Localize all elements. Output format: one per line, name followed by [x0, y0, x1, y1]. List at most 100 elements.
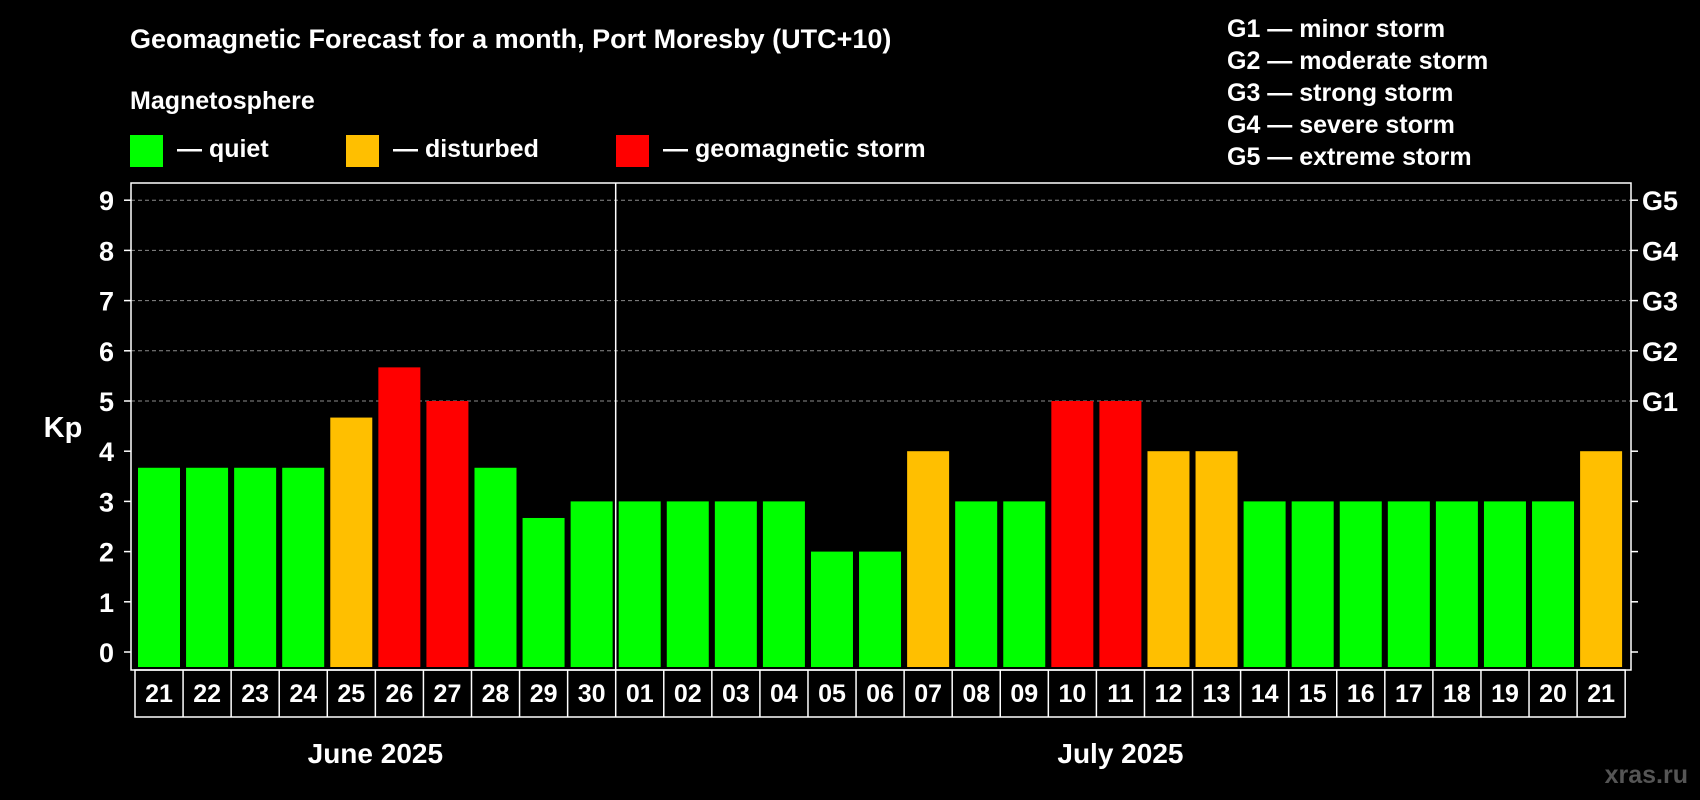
bar-13: [762, 501, 805, 667]
date-label-1: 22: [193, 680, 221, 708]
bars: [138, 367, 1623, 667]
date-label-23: 14: [1251, 680, 1279, 708]
bar-30: [1580, 451, 1623, 667]
y-tick-label-2: 2: [99, 538, 114, 568]
date-label-18: 09: [1010, 680, 1038, 708]
y-tick-label-0: 0: [99, 638, 114, 668]
bar-2: [234, 467, 277, 667]
legend-label-quiet: — quiet: [177, 135, 269, 163]
legend-swatch-quiet: [130, 135, 163, 167]
bar-21: [1147, 451, 1190, 667]
date-label-2: 23: [241, 680, 269, 708]
chart-title: Geomagnetic Forecast for a month, Port M…: [130, 24, 891, 54]
y-tick-label-3: 3: [99, 487, 114, 517]
storm-scale-g5: G5 — extreme storm: [1227, 143, 1472, 171]
storm-scale-g4: G4 — severe storm: [1227, 111, 1455, 139]
bar-20: [1099, 401, 1142, 667]
y-tick-label-5: 5: [99, 387, 114, 417]
y-tick-label-8: 8: [99, 236, 114, 266]
date-label-4: 25: [337, 680, 365, 708]
date-label-21: 12: [1155, 680, 1183, 708]
date-label-17: 08: [962, 680, 990, 708]
bar-25: [1339, 501, 1382, 667]
date-label-24: 15: [1299, 680, 1327, 708]
month-label-0: June 2025: [308, 738, 443, 769]
date-label-11: 02: [674, 680, 702, 708]
bar-27: [1435, 501, 1478, 667]
bar-14: [810, 551, 853, 667]
date-label-0: 21: [145, 680, 173, 708]
legend-heading: Magnetosphere: [130, 87, 315, 115]
bar-17: [955, 501, 998, 667]
storm-tick-label-G3: G3: [1642, 287, 1678, 317]
date-row-frame: [134, 669, 1626, 718]
date-label-15: 06: [866, 680, 894, 708]
storm-scale-g3: G3 — strong storm: [1227, 79, 1453, 107]
month-label-1: July 2025: [1057, 738, 1183, 769]
bar-5: [378, 367, 421, 667]
bar-9: [570, 501, 613, 667]
bar-11: [666, 501, 709, 667]
date-label-26: 17: [1395, 680, 1423, 708]
date-label-10: 01: [626, 680, 654, 708]
legend: — quiet — disturbed — geomagnetic storm: [130, 135, 926, 167]
date-label-19: 10: [1058, 680, 1086, 708]
y-tick-label-6: 6: [99, 337, 114, 367]
bar-6: [426, 401, 469, 667]
date-label-12: 03: [722, 680, 750, 708]
storm-scale-g1: G1 — minor storm: [1227, 15, 1445, 43]
bar-10: [618, 501, 661, 667]
storm-tick-label-G4: G4: [1642, 236, 1678, 266]
date-label-8: 29: [530, 680, 558, 708]
bar-23: [1243, 501, 1286, 667]
date-label-9: 30: [578, 680, 606, 708]
date-label-3: 24: [289, 680, 317, 708]
storm-tick-labels: G1 G2 G3 G4 G5: [1631, 186, 1678, 653]
bar-29: [1532, 501, 1575, 667]
legend-label-disturbed: — disturbed: [393, 135, 539, 163]
date-label-22: 13: [1203, 680, 1231, 708]
date-label-20: 11: [1107, 680, 1134, 708]
storm-tick-label-G5: G5: [1642, 186, 1678, 216]
bar-26: [1387, 501, 1430, 667]
bar-24: [1291, 501, 1334, 667]
date-label-25: 16: [1347, 680, 1375, 708]
month-labels: June 2025 July 2025: [308, 738, 1184, 769]
legend-label-storm: — geomagnetic storm: [663, 135, 926, 163]
date-label-27: 18: [1443, 680, 1471, 708]
bar-3: [282, 467, 325, 667]
bar-4: [330, 417, 373, 667]
y-tick-labels: 0 1 2 3 4 5 6 7 8 9: [99, 186, 131, 668]
bar-0: [138, 467, 180, 667]
y-tick-label-7: 7: [99, 287, 114, 317]
bar-22: [1195, 451, 1238, 667]
y-tick-label-4: 4: [99, 437, 114, 467]
bar-19: [1051, 401, 1094, 667]
storm-tick-label-G1: G1: [1642, 387, 1678, 417]
watermark: xras.ru: [1605, 761, 1688, 789]
date-row: 21 22 23 24 25 26 27 28 29 30 01 02 03 04 05 06 07 08 09 10…: [134, 669, 1626, 718]
date-label-28: 19: [1491, 680, 1519, 708]
date-label-6: 27: [434, 680, 462, 708]
date-label-30: 21: [1587, 680, 1615, 708]
date-label-13: 04: [770, 680, 798, 708]
legend-swatch-disturbed: [346, 135, 379, 167]
grid-lines: [131, 199, 1631, 402]
bar-1: [186, 467, 229, 667]
bar-28: [1483, 501, 1526, 667]
storm-scale-legend: G1 — minor storm G2 — moderate storm G3 …: [1227, 15, 1488, 171]
date-label-14: 05: [818, 680, 846, 708]
y-tick-label-1: 1: [99, 588, 114, 618]
date-label-16: 07: [914, 680, 942, 708]
bar-12: [714, 501, 757, 667]
bar-15: [859, 551, 902, 667]
y-axis-label: Kp: [44, 412, 83, 444]
storm-scale-g2: G2 — moderate storm: [1227, 47, 1488, 75]
bar-8: [522, 517, 565, 667]
date-label-29: 20: [1539, 680, 1567, 708]
bar-7: [474, 467, 517, 667]
date-label-5: 26: [385, 680, 413, 708]
y-tick-label-9: 9: [99, 186, 114, 216]
bar-16: [907, 451, 950, 667]
